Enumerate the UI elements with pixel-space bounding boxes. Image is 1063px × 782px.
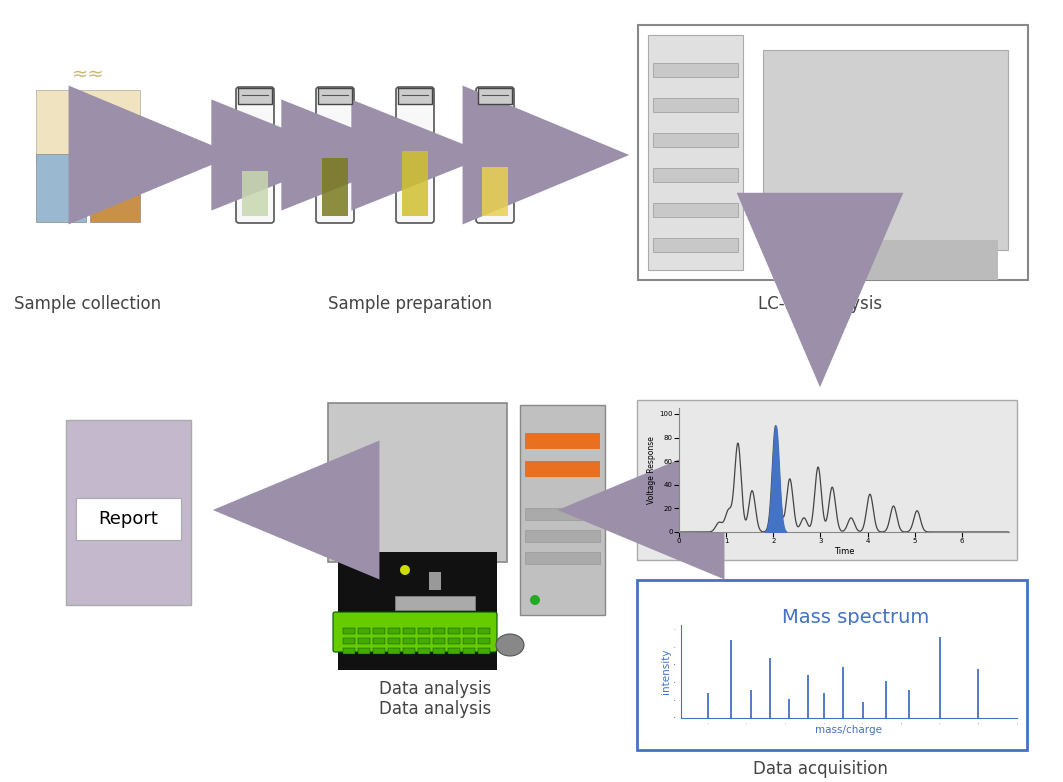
Bar bbox=[395, 596, 475, 610]
Bar bbox=[343, 628, 355, 634]
Text: Sample preparation: Sample preparation bbox=[328, 295, 492, 313]
X-axis label: Time: Time bbox=[833, 547, 855, 556]
Text: Report: Report bbox=[98, 510, 158, 528]
FancyBboxPatch shape bbox=[90, 154, 140, 222]
Bar bbox=[653, 133, 738, 147]
Bar bbox=[433, 648, 445, 654]
Bar bbox=[418, 638, 431, 644]
Ellipse shape bbox=[496, 634, 524, 656]
Bar bbox=[242, 171, 268, 216]
Text: Sample collection: Sample collection bbox=[15, 295, 162, 313]
Text: LC-MS analysis: LC-MS analysis bbox=[758, 295, 882, 313]
FancyBboxPatch shape bbox=[236, 87, 274, 223]
FancyBboxPatch shape bbox=[476, 87, 514, 223]
FancyBboxPatch shape bbox=[637, 580, 1027, 750]
Bar bbox=[478, 638, 490, 644]
Bar bbox=[478, 648, 490, 654]
X-axis label: mass/charge: mass/charge bbox=[815, 725, 882, 735]
Bar bbox=[402, 151, 428, 216]
Bar bbox=[403, 638, 415, 644]
Text: Data acquisition: Data acquisition bbox=[753, 760, 888, 778]
Text: ≈≈: ≈≈ bbox=[71, 64, 104, 84]
FancyBboxPatch shape bbox=[328, 403, 507, 562]
FancyBboxPatch shape bbox=[763, 50, 1008, 250]
Bar bbox=[358, 648, 370, 654]
Bar bbox=[373, 628, 385, 634]
FancyBboxPatch shape bbox=[637, 400, 1017, 560]
FancyBboxPatch shape bbox=[36, 90, 140, 162]
FancyBboxPatch shape bbox=[333, 612, 497, 652]
Bar bbox=[448, 628, 460, 634]
Bar bbox=[653, 203, 738, 217]
Bar bbox=[525, 461, 600, 477]
Text: Mass spectrum: Mass spectrum bbox=[781, 608, 929, 627]
Bar bbox=[653, 168, 738, 182]
Bar bbox=[653, 63, 738, 77]
Bar bbox=[418, 648, 431, 654]
Bar bbox=[433, 628, 445, 634]
Bar bbox=[373, 638, 385, 644]
Bar bbox=[478, 88, 512, 104]
Bar bbox=[388, 638, 400, 644]
Text: UV chromatogram: UV chromatogram bbox=[800, 426, 983, 444]
Bar bbox=[388, 628, 400, 634]
Text: Data analysis: Data analysis bbox=[378, 680, 491, 698]
Circle shape bbox=[530, 595, 540, 605]
Bar bbox=[388, 648, 400, 654]
Bar bbox=[343, 638, 355, 644]
Bar bbox=[343, 648, 355, 654]
Bar bbox=[358, 628, 370, 634]
Bar bbox=[463, 648, 475, 654]
Bar bbox=[403, 648, 415, 654]
FancyBboxPatch shape bbox=[520, 405, 605, 615]
Y-axis label: Voltage Response: Voltage Response bbox=[647, 436, 657, 504]
Bar bbox=[653, 98, 738, 112]
FancyBboxPatch shape bbox=[773, 240, 998, 280]
Circle shape bbox=[400, 565, 410, 575]
Bar bbox=[318, 88, 352, 104]
FancyBboxPatch shape bbox=[66, 420, 191, 605]
Text: Data analysis: Data analysis bbox=[378, 700, 491, 718]
FancyBboxPatch shape bbox=[396, 87, 434, 223]
Bar bbox=[448, 648, 460, 654]
Bar bbox=[463, 628, 475, 634]
Bar bbox=[448, 638, 460, 644]
Bar bbox=[525, 530, 600, 542]
Bar bbox=[338, 552, 497, 670]
Bar bbox=[525, 508, 600, 520]
Bar bbox=[398, 88, 432, 104]
Bar bbox=[463, 638, 475, 644]
Bar bbox=[322, 158, 348, 216]
FancyBboxPatch shape bbox=[648, 35, 743, 270]
FancyBboxPatch shape bbox=[316, 87, 354, 223]
Bar bbox=[429, 572, 441, 590]
Bar bbox=[358, 638, 370, 644]
Bar bbox=[373, 648, 385, 654]
FancyBboxPatch shape bbox=[638, 25, 1028, 280]
Bar bbox=[433, 638, 445, 644]
FancyBboxPatch shape bbox=[75, 498, 181, 540]
Bar bbox=[482, 167, 508, 216]
Bar bbox=[653, 238, 738, 252]
Bar bbox=[418, 628, 431, 634]
Bar bbox=[403, 628, 415, 634]
Bar bbox=[525, 433, 600, 449]
Y-axis label: intensity: intensity bbox=[661, 649, 671, 694]
Bar bbox=[238, 88, 272, 104]
Bar bbox=[478, 628, 490, 634]
Bar bbox=[525, 552, 600, 564]
FancyBboxPatch shape bbox=[36, 154, 86, 222]
